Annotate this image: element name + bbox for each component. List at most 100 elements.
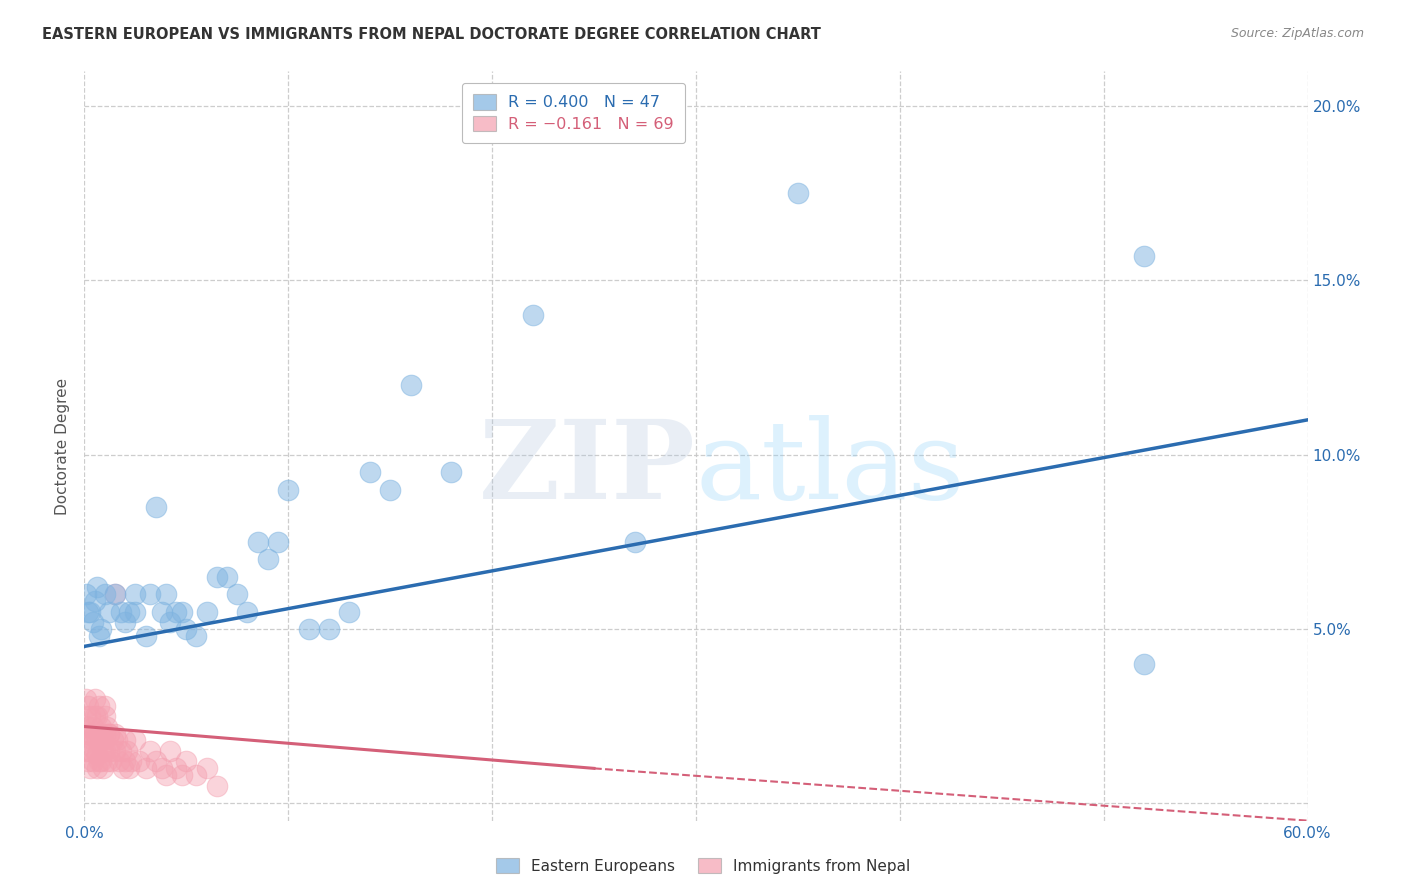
Point bbox=[75, 587, 97, 601]
Point bbox=[115, 744, 138, 758]
Point bbox=[86, 709, 108, 723]
Point bbox=[114, 755, 136, 769]
Point bbox=[104, 726, 127, 740]
Y-axis label: Doctorate Degree: Doctorate Degree bbox=[55, 377, 70, 515]
Point bbox=[205, 570, 228, 584]
Point bbox=[112, 761, 135, 775]
Point bbox=[380, 483, 402, 497]
Point bbox=[195, 761, 218, 775]
Legend: Eastern Europeans, Immigrants from Nepal: Eastern Europeans, Immigrants from Nepal bbox=[489, 852, 917, 880]
Point bbox=[787, 186, 810, 201]
Point bbox=[124, 605, 146, 619]
Point bbox=[86, 733, 108, 747]
Point bbox=[124, 733, 146, 747]
Point bbox=[155, 587, 177, 601]
Point bbox=[79, 605, 101, 619]
Point bbox=[75, 691, 97, 706]
Point bbox=[83, 744, 105, 758]
Point bbox=[96, 720, 118, 734]
Point bbox=[93, 744, 115, 758]
Point bbox=[522, 308, 544, 322]
Point bbox=[104, 587, 127, 601]
Point bbox=[257, 552, 280, 566]
Point bbox=[1133, 249, 1156, 263]
Point bbox=[77, 720, 100, 734]
Point bbox=[105, 733, 128, 747]
Point bbox=[359, 465, 381, 479]
Legend: R = 0.400   N = 47, R = −0.161   N = 69: R = 0.400 N = 47, R = −0.161 N = 69 bbox=[463, 83, 685, 144]
Point bbox=[79, 761, 101, 775]
Point bbox=[75, 726, 97, 740]
Point bbox=[87, 755, 110, 769]
Point bbox=[77, 698, 100, 713]
Point bbox=[83, 594, 105, 608]
Text: EASTERN EUROPEAN VS IMMIGRANTS FROM NEPAL DOCTORATE DEGREE CORRELATION CHART: EASTERN EUROPEAN VS IMMIGRANTS FROM NEPA… bbox=[42, 27, 821, 42]
Point bbox=[97, 744, 120, 758]
Point bbox=[104, 744, 127, 758]
Point bbox=[90, 755, 112, 769]
Point bbox=[90, 622, 112, 636]
Point bbox=[93, 726, 115, 740]
Text: Source: ZipAtlas.com: Source: ZipAtlas.com bbox=[1230, 27, 1364, 40]
Point bbox=[236, 605, 259, 619]
Point bbox=[138, 744, 160, 758]
Point bbox=[165, 605, 187, 619]
Point bbox=[86, 580, 108, 594]
Point bbox=[135, 629, 157, 643]
Point bbox=[226, 587, 249, 601]
Point bbox=[91, 733, 114, 747]
Point bbox=[150, 605, 173, 619]
Point bbox=[96, 755, 118, 769]
Point bbox=[174, 622, 197, 636]
Point bbox=[155, 768, 177, 782]
Point bbox=[101, 733, 124, 747]
Point bbox=[108, 755, 131, 769]
Point bbox=[186, 768, 208, 782]
Point bbox=[97, 726, 120, 740]
Point bbox=[145, 755, 167, 769]
Point bbox=[79, 709, 101, 723]
Point bbox=[91, 744, 114, 758]
Point bbox=[82, 733, 104, 747]
Point bbox=[138, 587, 160, 601]
Point bbox=[159, 615, 181, 629]
Point bbox=[93, 709, 115, 723]
Point bbox=[104, 587, 127, 601]
Point bbox=[93, 587, 115, 601]
Point bbox=[267, 534, 290, 549]
Point bbox=[75, 709, 97, 723]
Point bbox=[195, 605, 218, 619]
Point bbox=[97, 605, 120, 619]
Point bbox=[87, 629, 110, 643]
Point bbox=[150, 761, 173, 775]
Point bbox=[205, 779, 228, 793]
Point bbox=[120, 755, 142, 769]
Point bbox=[87, 726, 110, 740]
Point bbox=[91, 761, 114, 775]
Point bbox=[86, 747, 108, 762]
Point bbox=[90, 720, 112, 734]
Point bbox=[172, 768, 194, 782]
Point bbox=[86, 761, 108, 775]
Point bbox=[77, 755, 100, 769]
Point bbox=[118, 605, 141, 619]
Text: atlas: atlas bbox=[696, 415, 966, 522]
Point bbox=[186, 629, 208, 643]
Text: ZIP: ZIP bbox=[479, 415, 696, 522]
Point bbox=[165, 761, 187, 775]
Point bbox=[93, 698, 115, 713]
Point bbox=[110, 744, 132, 758]
Point bbox=[97, 726, 120, 740]
Point bbox=[159, 744, 181, 758]
Point bbox=[174, 755, 197, 769]
Point bbox=[83, 709, 105, 723]
Point bbox=[79, 726, 101, 740]
Point bbox=[114, 733, 136, 747]
Point bbox=[87, 698, 110, 713]
Point bbox=[82, 720, 104, 734]
Point bbox=[83, 691, 105, 706]
Point bbox=[100, 755, 122, 769]
Point bbox=[135, 761, 157, 775]
Point bbox=[118, 761, 141, 775]
Point bbox=[128, 755, 150, 769]
